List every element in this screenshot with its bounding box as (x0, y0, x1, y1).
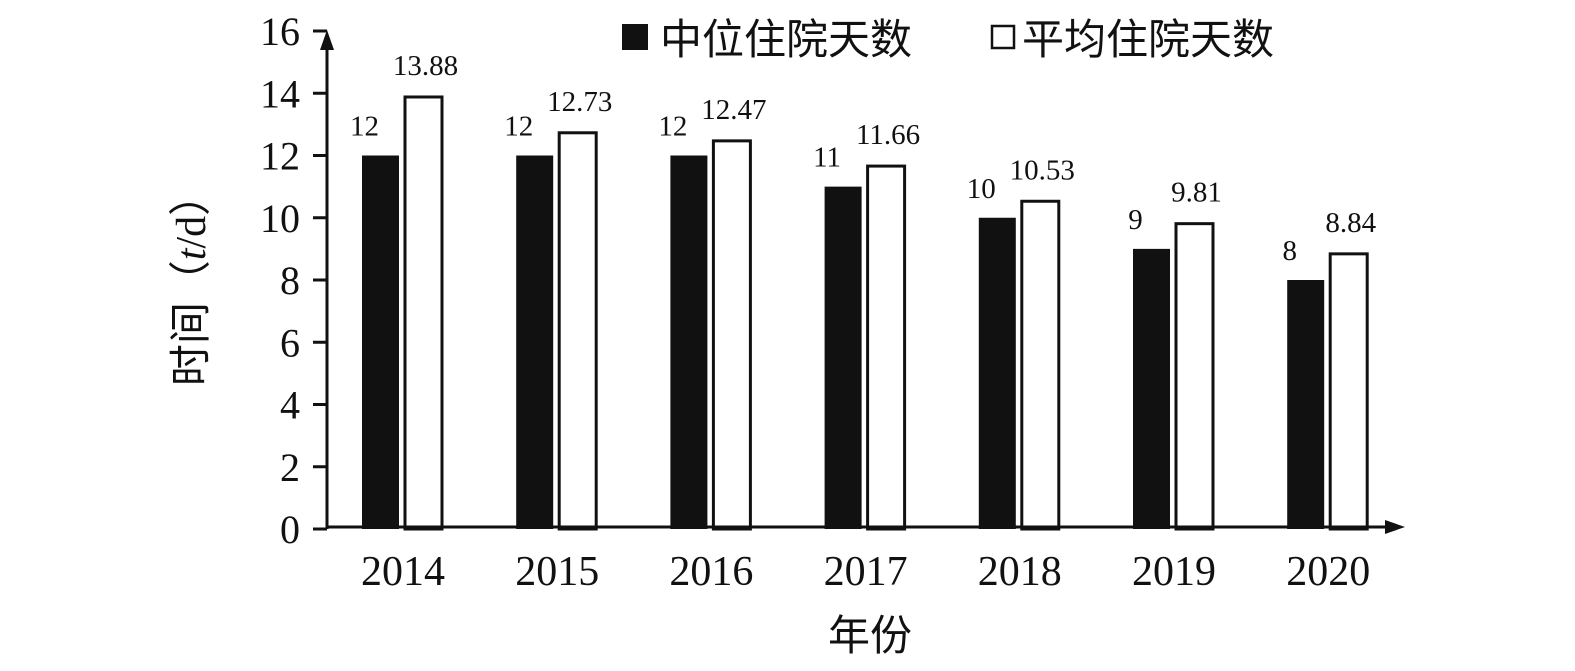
x-tick-label: 2015 (515, 549, 599, 595)
bar-median (824, 186, 862, 529)
data-label: 12 (504, 111, 533, 143)
data-label: 11 (813, 142, 841, 174)
data-label: 10.53 (1010, 154, 1075, 186)
x-tick-label: 2016 (669, 549, 753, 595)
y-tick-label: 14 (260, 71, 300, 116)
y-tick-label: 2 (280, 445, 300, 490)
data-label: 11.66 (856, 119, 920, 151)
bar-mean (1328, 252, 1369, 531)
bar-median (670, 155, 708, 529)
y-tick-label: 0 (280, 507, 300, 552)
legend: 中位住院天数 平均住院天数 (622, 17, 1274, 64)
bar-mean (866, 164, 907, 531)
bar-median (516, 155, 554, 529)
x-tick-label: 2017 (824, 549, 908, 595)
y-axis-arrow (320, 30, 334, 50)
data-label: 12.73 (547, 86, 612, 118)
data-label: 12.47 (701, 94, 766, 126)
bar-median (362, 155, 399, 529)
y-tick-label: 6 (280, 320, 300, 365)
data-label: 12 (658, 111, 687, 143)
bar-median (978, 217, 1016, 529)
bar-mean (711, 139, 752, 531)
x-axis-arrow (1385, 520, 1405, 534)
data-label: 8 (1282, 235, 1297, 267)
x-axis-label: 年份 (828, 613, 912, 660)
x-tick-label: 2020 (1286, 549, 1370, 595)
x-tick-label: 2014 (361, 549, 445, 595)
y-tick-label: 10 (260, 196, 300, 241)
data-label: 8.84 (1325, 207, 1376, 239)
bar-mean (557, 131, 598, 531)
legend-swatch-mean (990, 24, 1016, 50)
bar-median (1287, 280, 1325, 529)
bar-mean (403, 95, 444, 531)
x-tick-label: 2019 (1132, 549, 1216, 595)
bar-mean (1020, 199, 1061, 531)
legend-label-median: 中位住院天数 (660, 17, 912, 64)
y-tick-label: 8 (280, 258, 300, 303)
data-label: 13.88 (393, 50, 458, 82)
data-label: 9 (1128, 204, 1143, 236)
y-tick-label: 12 (260, 134, 300, 179)
y-axis-label: 时间（t/d） (169, 174, 215, 386)
legend-swatch-median (622, 24, 648, 50)
x-tick-label: 2018 (978, 549, 1062, 595)
y-tick-label: 16 (260, 9, 300, 54)
bar-median (1133, 248, 1170, 529)
data-label: 12 (350, 111, 379, 143)
y-tick-label: 4 (280, 383, 300, 428)
legend-label-mean: 平均住院天数 (1022, 17, 1274, 64)
data-label: 10 (967, 173, 996, 205)
bar-mean (1174, 222, 1215, 531)
data-label: 9.81 (1171, 177, 1222, 209)
